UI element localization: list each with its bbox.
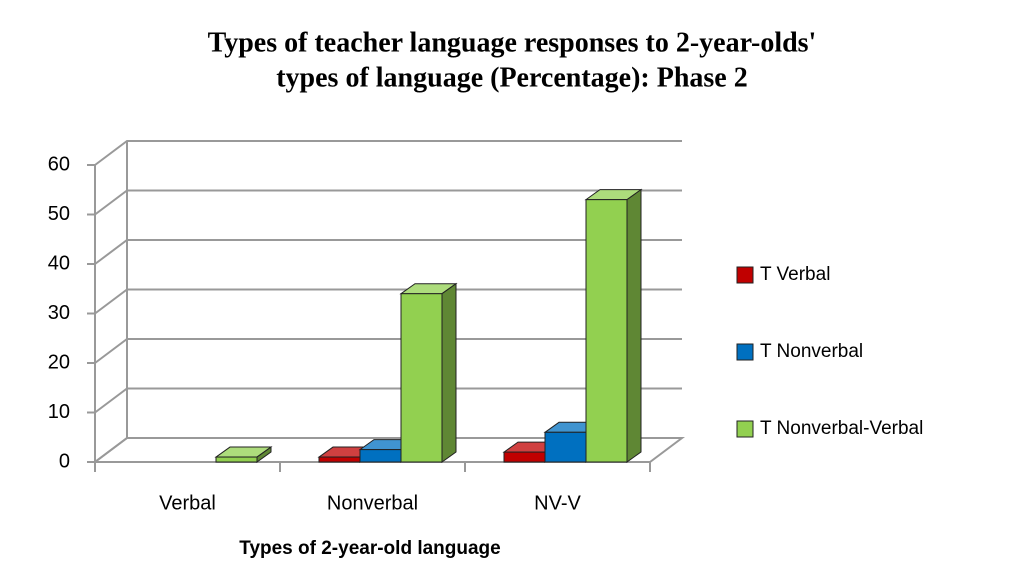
legend-swatch <box>736 266 754 284</box>
y-tick-label: 10 <box>48 401 70 423</box>
bar-side <box>441 282 457 463</box>
x-tick-label: Verbal <box>159 492 216 514</box>
y-tick-label: 0 <box>59 450 70 472</box>
grid-line <box>94 288 682 315</box>
chart-title: Types of teacher language responses to 2… <box>208 27 817 58</box>
bar <box>503 451 546 463</box>
y-tick-label: 20 <box>48 351 70 373</box>
grid-line <box>94 338 682 364</box>
grid-line <box>94 387 682 414</box>
bar <box>400 293 443 463</box>
bar <box>544 431 587 463</box>
legend-label: T Verbal <box>760 264 830 285</box>
bar <box>585 199 628 463</box>
x-tick-label: NV-V <box>534 492 581 514</box>
legend-label: T Nonverbal-Verbal <box>760 418 923 439</box>
chart-title: types of language (Percentage): Phase 2 <box>276 62 748 93</box>
y-tick-label: 30 <box>48 302 70 324</box>
grid-line <box>94 140 682 166</box>
x-tick-label: Nonverbal <box>327 492 418 514</box>
legend-swatch <box>736 420 754 438</box>
y-tick-label: 60 <box>48 153 70 175</box>
bar <box>318 456 361 463</box>
grid-line <box>94 437 682 463</box>
y-tick-label: 40 <box>48 252 70 274</box>
y-tick-label: 50 <box>48 203 70 225</box>
bar-side <box>626 188 642 463</box>
grid-line <box>94 239 682 265</box>
x-axis-title: Types of 2-year-old language <box>239 538 500 559</box>
bar <box>359 449 402 463</box>
legend-label: T Nonverbal <box>760 341 863 362</box>
legend-swatch <box>736 343 754 361</box>
bar <box>215 456 258 463</box>
grid-line <box>94 189 682 216</box>
